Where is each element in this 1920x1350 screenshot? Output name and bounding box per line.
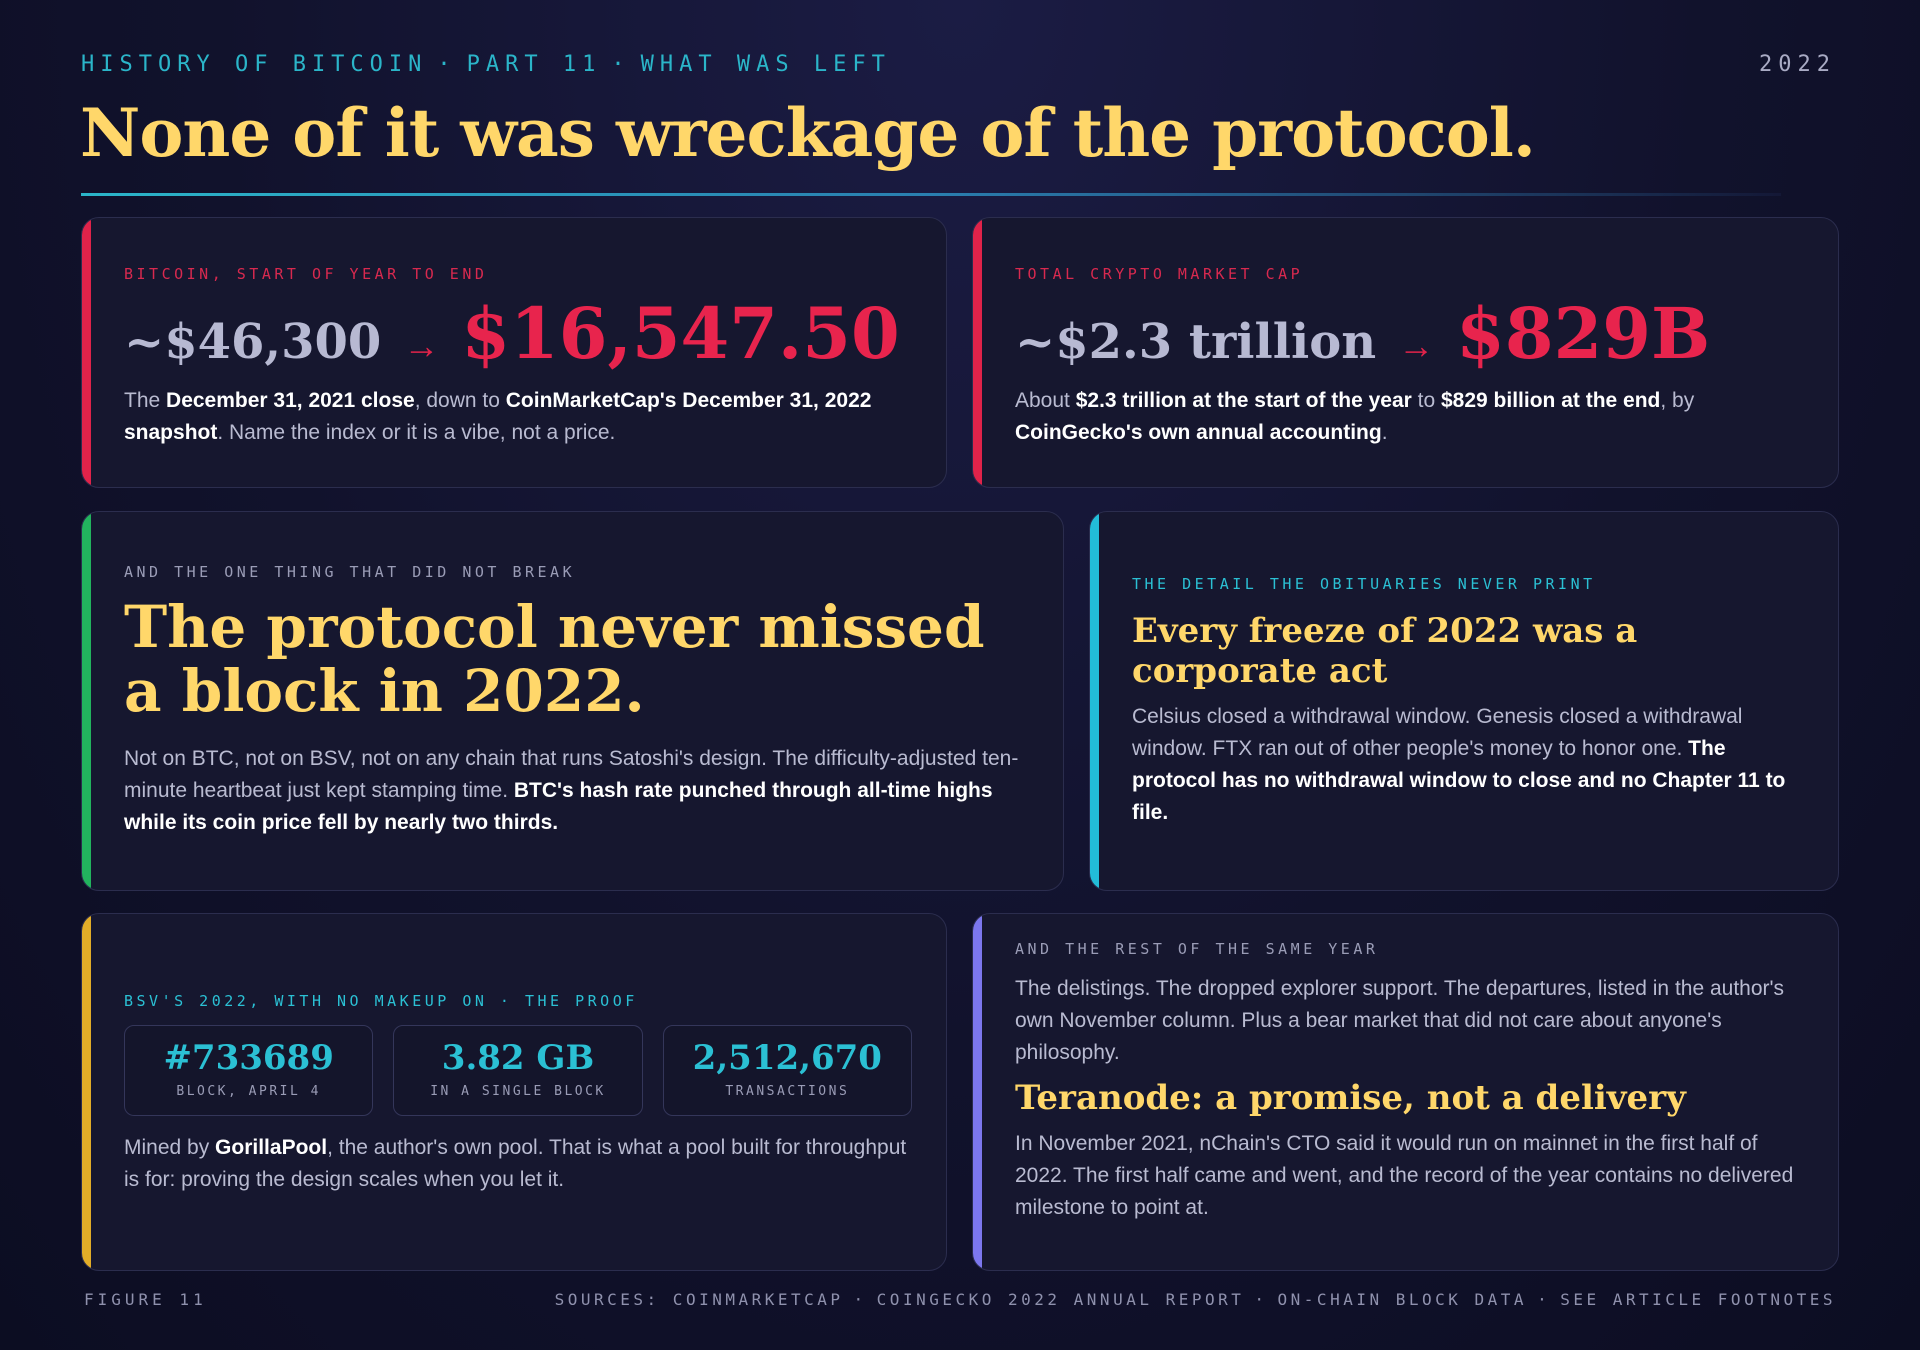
body-segment: . Name the index or it is a vibe, not a … bbox=[217, 421, 616, 444]
card-label: THE DETAIL THE OBITUARIES NEVER PRINT bbox=[1132, 575, 1596, 593]
card-label: BITCOIN, START OF YEAR TO END bbox=[124, 265, 488, 283]
proof-caption: BLOCK, APRIL 4 bbox=[176, 1084, 321, 1099]
emphasis-text: December 31, 2021 close bbox=[166, 389, 415, 412]
body-segment: to bbox=[1411, 389, 1441, 412]
kicker: HISTORY OF BITCOIN · PART 11 · WHAT WAS LEFT bbox=[81, 52, 891, 77]
card-heading: Every freeze of 2022 was a corporate act bbox=[1132, 611, 1638, 691]
card-description: The delistings. The dropped explorer sup… bbox=[1015, 977, 1785, 1064]
new-value: $829B bbox=[1456, 292, 1711, 375]
source-item: COINGECKO 2022 ANNUAL REPORT bbox=[876, 1290, 1245, 1309]
kicker-separator: · bbox=[437, 52, 457, 77]
proof-value: #733689 bbox=[163, 1038, 334, 1078]
body-segment: About bbox=[1015, 389, 1076, 412]
emphasis-text: GorillaPool bbox=[215, 1136, 328, 1159]
source-separator: · bbox=[1254, 1290, 1268, 1309]
body-segment: Celsius closed a withdrawal window. Gene… bbox=[1132, 705, 1743, 760]
figure-label: FIGURE 11 bbox=[84, 1290, 207, 1309]
proof-stat-block: #733689 BLOCK, APRIL 4 bbox=[124, 1025, 374, 1116]
emphasis-text: $2.3 trillion at the start of the year bbox=[1075, 389, 1412, 412]
freeze-card: THE DETAIL THE OBITUARIES NEVER PRINT Ev… bbox=[1089, 511, 1839, 891]
card-description: Celsius closed a withdrawal window. Gene… bbox=[1132, 701, 1804, 829]
body-segment: The bbox=[124, 389, 167, 412]
source-separator: · bbox=[1537, 1290, 1551, 1309]
emphasis-text: $829 billion at the end bbox=[1441, 389, 1661, 412]
emphasis-text: BTC's hash rate punched through all-time… bbox=[124, 779, 993, 834]
year-label: 2022 bbox=[1759, 52, 1836, 77]
card-label: AND THE ONE THING THAT DID NOT BREAK bbox=[124, 563, 576, 581]
body-segment: , down to bbox=[414, 389, 506, 412]
market-cap-card: TOTAL CRYPTO MARKET CAP ~$2.3 trillion →… bbox=[972, 217, 1839, 488]
card-description: About $2.3 trillion at the start of the … bbox=[1015, 385, 1804, 449]
sources-line: SOURCES: COINMARKETCAP · COINGECKO 2022 AN… bbox=[555, 1290, 1836, 1309]
kicker-part: PART 11 bbox=[466, 52, 602, 77]
old-value: ~$46,300 bbox=[124, 314, 382, 370]
proof-value: 3.82 GB bbox=[441, 1038, 595, 1078]
page-title: None of it was wreckage of the protocol. bbox=[80, 94, 1536, 172]
title-divider bbox=[81, 193, 1781, 196]
price-change: ~$46,300 → $16,547.50 bbox=[124, 292, 912, 375]
bsv-proof-card: BSV'S 2022, WITH NO MAKEUP ON · THE PROO… bbox=[81, 913, 947, 1271]
emphasis-text: The protocol has no withdrawal window to… bbox=[1132, 737, 1786, 824]
old-value: ~$2.3 trillion bbox=[1015, 314, 1377, 370]
proof-stat-transactions: 2,512,670 TRANSACTIONS bbox=[662, 1025, 912, 1116]
body-segment: , the author's own pool. That is what a … bbox=[124, 1136, 907, 1191]
emphasis-text: CoinGecko's own annual accounting bbox=[1015, 421, 1382, 444]
card-description: Not on BTC, not on BSV, not on any chain… bbox=[124, 743, 1029, 839]
arrow-right-icon: → bbox=[403, 325, 440, 366]
body-segment: . bbox=[1381, 421, 1388, 444]
body-segment: Mined by bbox=[124, 1136, 216, 1159]
card-label: BSV'S 2022, WITH NO MAKEUP ON · THE PROO… bbox=[124, 992, 638, 1010]
body-segment: Not on BTC, not on BSV, not on any chain… bbox=[124, 747, 1019, 802]
kicker-separator: · bbox=[611, 52, 631, 77]
card-subheading: Teranode: a promise, not a delivery bbox=[1015, 1078, 1686, 1118]
proof-caption: IN A SINGLE BLOCK bbox=[430, 1084, 606, 1099]
body-segment: , by bbox=[1660, 389, 1695, 412]
source-item: SOURCES: COINMARKETCAP bbox=[554, 1290, 844, 1309]
card-heading: The protocol never missed a block in 202… bbox=[124, 593, 985, 725]
card-description-secondary: In November 2021, nChain's CTO said it w… bbox=[1015, 1132, 1794, 1219]
kicker-series: HISTORY OF BITCOIN bbox=[81, 52, 428, 77]
new-value: $16,547.50 bbox=[461, 292, 900, 375]
market-change: ~$2.3 trillion → $829B bbox=[1015, 292, 1804, 375]
bitcoin-price-card: BITCOIN, START OF YEAR TO END ~$46,300 →… bbox=[81, 217, 947, 488]
kicker-topic: WHAT WAS LEFT bbox=[640, 52, 891, 77]
source-item: SEE ARTICLE FOOTNOTES bbox=[1560, 1290, 1836, 1309]
proof-stat-size: 3.82 GB IN A SINGLE BLOCK bbox=[393, 1025, 643, 1116]
source-separator: · bbox=[853, 1290, 867, 1309]
proof-value: 2,512,670 bbox=[692, 1038, 882, 1078]
card-label: AND THE REST OF THE SAME YEAR bbox=[1015, 940, 1379, 958]
card-description: The December 31, 2021 close, down to Coi… bbox=[124, 385, 912, 449]
source-item: ON-CHAIN BLOCK DATA bbox=[1277, 1290, 1528, 1309]
card-label: TOTAL CRYPTO MARKET CAP bbox=[1015, 265, 1304, 283]
proof-stats: #733689 BLOCK, APRIL 4 3.82 GB IN A SING… bbox=[124, 1025, 912, 1116]
card-description: Mined by GorillaPool, the author's own p… bbox=[124, 1132, 912, 1196]
proof-caption: TRANSACTIONS bbox=[725, 1084, 850, 1099]
protocol-card: AND THE ONE THING THAT DID NOT BREAK The… bbox=[81, 511, 1064, 891]
arrow-right-icon: → bbox=[1398, 325, 1435, 366]
emphasis-text: CoinMarketCap's December 31, 2022 snapsh… bbox=[124, 389, 872, 444]
rest-of-year-card: AND THE REST OF THE SAME YEAR The delist… bbox=[972, 913, 1839, 1271]
